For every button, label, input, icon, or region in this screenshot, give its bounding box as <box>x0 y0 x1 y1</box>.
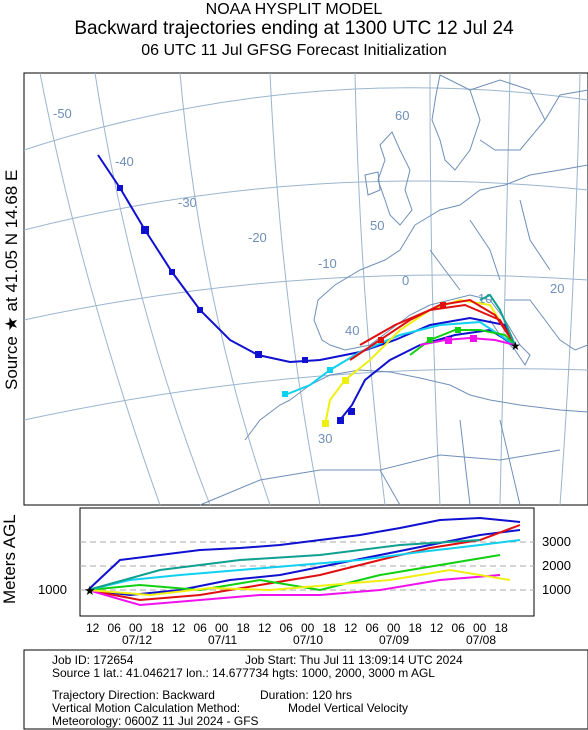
trajectory-cyan <box>284 320 516 396</box>
date-label-0710: 07/10 <box>293 633 323 647</box>
left-tick-1000: 1000 <box>38 582 67 597</box>
lon-label-0: 0 <box>402 273 409 288</box>
date-label-0712: 07/12 <box>122 633 152 647</box>
title-line-3: 06 UTC 11 Jul GFSG Forecast Initializati… <box>141 42 447 59</box>
trajectory-teal <box>479 293 516 346</box>
title-line-1: NOAA HYSPLIT MODEL <box>205 1 383 18</box>
hour-tick-label: 18 <box>151 621 165 635</box>
trajectory-yellow <box>324 298 516 426</box>
duration: Duration: 120 hrs <box>260 688 353 702</box>
right-tick-3000: 3000 <box>542 534 571 549</box>
meteorology: Meteorology: 0600Z 11 Jul 2024 - GFS <box>52 714 259 728</box>
height-traces <box>87 516 521 607</box>
lon-label-minus20: -20 <box>248 230 267 245</box>
vertical-motion-label: Vertical Motion Calculation Method: <box>52 701 241 715</box>
source-info: Source 1 lat.: 41.046217 lon.: 14.677734… <box>52 666 435 680</box>
hour-tick-label: 18 <box>323 621 337 635</box>
hour-tick-label: 12 <box>172 621 186 635</box>
hour-tick-label: 12 <box>258 621 272 635</box>
hour-tick-label: 12 <box>86 621 100 635</box>
title-line-2: Backward trajectories ending at 1300 UTC… <box>74 18 514 39</box>
hour-tick-label: 06 <box>108 621 122 635</box>
hour-tick-label: 06 <box>452 621 466 635</box>
start-star-icon: ★ <box>84 583 96 598</box>
hour-tick-label: 00 <box>215 621 229 635</box>
right-tick-1000: 1000 <box>542 582 571 597</box>
hour-tick-label: 18 <box>409 621 423 635</box>
hour-tick-label: 18 <box>237 621 251 635</box>
date-label-0708: 07/08 <box>466 633 496 647</box>
hour-tick-label: 00 <box>129 621 143 635</box>
right-tick-2000: 2000 <box>542 558 571 573</box>
hour-tick-label: 00 <box>301 621 315 635</box>
trajectory-green <box>409 329 516 356</box>
height-axis-label: Meters AGL <box>0 514 19 604</box>
lon-label-minus50: -50 <box>53 106 72 121</box>
trajectory-red-2 <box>359 303 516 346</box>
hour-tick-label: 06 <box>280 621 294 635</box>
job-id: Job ID: 172654 <box>52 653 134 667</box>
date-label-0709: 07/09 <box>379 633 409 647</box>
hour-tick-label: 00 <box>387 621 401 635</box>
lon-label-minus30: -30 <box>178 195 197 210</box>
lon-label-minus10: -10 <box>318 256 337 271</box>
hour-tick-label: 06 <box>366 621 380 635</box>
source-star-icon: ★ <box>510 339 521 353</box>
lon-label-minus40: -40 <box>115 154 134 169</box>
coastlines <box>199 74 588 506</box>
lon-label-20: 20 <box>550 281 564 296</box>
graticule <box>23 72 588 506</box>
trajectories <box>97 154 516 426</box>
lat-label-40: 40 <box>345 323 359 338</box>
trajectory-markers <box>117 185 355 424</box>
lat-label-30: 30 <box>318 431 332 446</box>
info-box <box>23 649 588 730</box>
job-start: Job Start: Thu Jul 11 13:09:14 UTC 2024 <box>245 653 463 667</box>
hour-tick-label: 00 <box>473 621 487 635</box>
trajectory-blue-long <box>97 154 516 364</box>
hour-tick-label: 12 <box>430 621 444 635</box>
map-frame <box>23 72 588 506</box>
lat-label-50: 50 <box>370 218 384 233</box>
trajectory-direction: Trajectory Direction: Backward <box>52 688 215 702</box>
lat-label-60: 60 <box>395 108 409 123</box>
hour-tick-label: 12 <box>344 621 358 635</box>
vertical-motion-value: Model Vertical Velocity <box>288 701 409 715</box>
date-label-0711: 07/11 <box>208 633 237 647</box>
hour-tick-label: 18 <box>495 621 509 635</box>
hour-tick-label: 06 <box>194 621 208 635</box>
